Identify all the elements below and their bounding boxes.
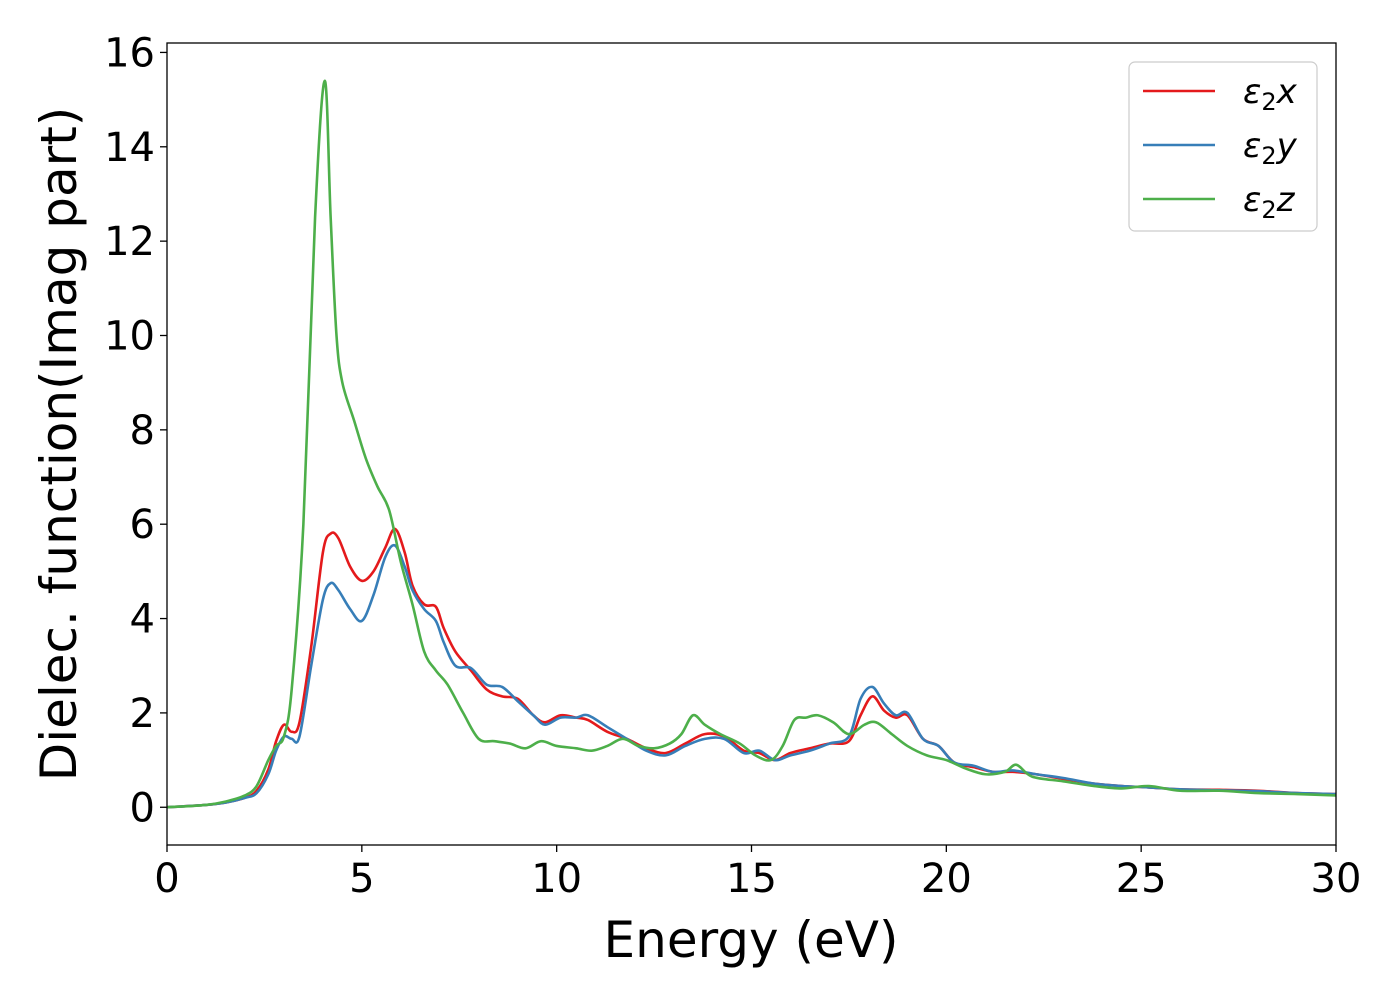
y-axis-title: Dielec. function(Imag part) bbox=[30, 107, 88, 782]
x-tick-label: 10 bbox=[531, 856, 582, 902]
legend-box bbox=[1128, 61, 1318, 232]
x-tick-label: 30 bbox=[1311, 856, 1362, 902]
y-tick-label: 10 bbox=[104, 313, 155, 359]
y-tick-label: 16 bbox=[104, 30, 155, 76]
y-tick-label: 6 bbox=[130, 502, 155, 548]
y-tick-label: 4 bbox=[130, 597, 155, 643]
legend-label-y: ε2y bbox=[1243, 126, 1298, 170]
y-tick-label: 14 bbox=[104, 125, 155, 171]
x-axis-title: Energy (eV) bbox=[604, 911, 899, 969]
legend-label-x: ε2x bbox=[1243, 72, 1298, 116]
legend: ε2x ε2y ε2z bbox=[1128, 61, 1318, 232]
x-tick-label: 5 bbox=[349, 856, 374, 902]
series-line-y bbox=[167, 543, 1336, 809]
y-axis: 0 2 4 6 8 10 12 14 16 bbox=[104, 30, 167, 831]
y-tick-label: 8 bbox=[130, 408, 155, 454]
y-tick-label: 0 bbox=[130, 785, 155, 831]
x-tick-label: 20 bbox=[921, 856, 972, 902]
x-axis: 0 5 10 15 20 25 30 bbox=[154, 845, 1361, 902]
x-tick-label: 25 bbox=[1116, 856, 1167, 902]
x-tick-label: 15 bbox=[726, 856, 777, 902]
series-line-z bbox=[167, 79, 1336, 809]
y-tick-label: 2 bbox=[130, 691, 155, 737]
x-tick-label: 0 bbox=[154, 856, 179, 902]
series-layer bbox=[167, 79, 1336, 809]
y-tick-label: 12 bbox=[104, 219, 155, 265]
legend-label-z: ε2z bbox=[1243, 180, 1296, 224]
